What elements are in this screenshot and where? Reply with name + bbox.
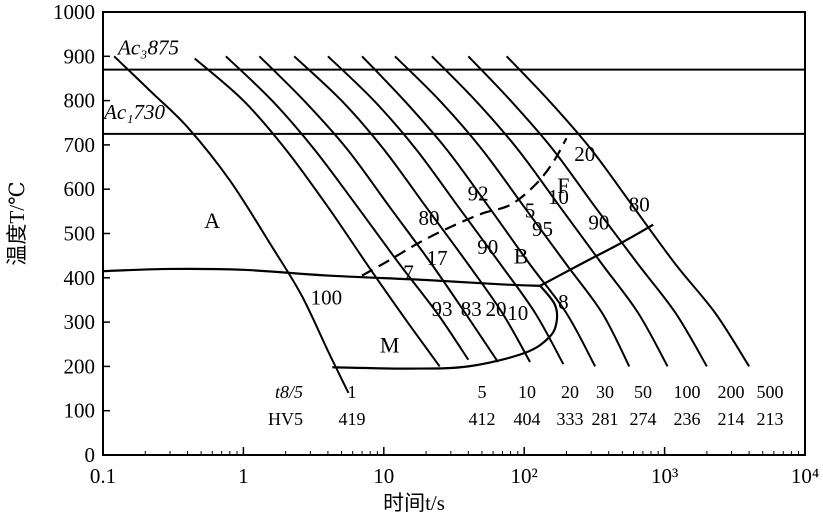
cooling-curve: [467, 55, 708, 367]
cooling-curve: [113, 55, 350, 394]
hv-value: 213: [757, 409, 784, 429]
t85-value: 50: [634, 382, 652, 402]
x-axis-label: 时间t/s: [383, 491, 445, 515]
t85-value: 30: [596, 382, 614, 402]
cooling-curve: [394, 55, 631, 367]
cooling-curve: [293, 55, 531, 363]
y-tick-label: 0: [85, 443, 96, 467]
hv-value: 274: [630, 409, 657, 429]
hv-value: 419: [339, 409, 366, 429]
hv-value: 214: [718, 409, 745, 429]
fraction-annotation: 80: [419, 206, 440, 230]
fraction-annotation: 10: [507, 301, 528, 325]
t85-value: 200: [718, 382, 745, 402]
fraction-annotation: 17: [427, 246, 448, 270]
y-tick-label: 800: [64, 89, 96, 113]
y-tick-label: 400: [64, 266, 96, 290]
fraction-annotation: 90: [477, 235, 498, 259]
x-tick-label: 1: [238, 464, 249, 488]
hv-value: 236: [674, 409, 701, 429]
reference-line-label: Ac₁730: [102, 100, 165, 124]
x-tick-label: 0.1: [90, 464, 116, 488]
region-label: F: [557, 173, 569, 198]
region-label: M: [380, 332, 400, 357]
y-tick-label: 1000: [53, 0, 95, 24]
y-tick-label: 600: [64, 177, 96, 201]
fraction-annotation: 8: [558, 290, 569, 314]
hv-value: 281: [592, 409, 619, 429]
x-tick-label: 10⁴: [791, 464, 819, 488]
cooling-curve: [431, 55, 669, 367]
t85-value: 5: [478, 382, 487, 402]
transformation-curve: [332, 285, 559, 370]
t85-value: 500: [757, 382, 784, 402]
region-label: B: [514, 244, 529, 269]
transformation-curve: [539, 223, 654, 287]
hv-value: 333: [557, 409, 584, 429]
t85-value: 20: [561, 382, 579, 402]
y-tick-label: 200: [64, 354, 96, 378]
t85-value: 100: [674, 382, 701, 402]
hv-value: 404: [514, 409, 541, 429]
transformation-curve: [361, 137, 568, 277]
fraction-annotation: 83: [461, 297, 482, 321]
y-tick-label: 300: [64, 310, 96, 334]
y-tick-label: 900: [64, 44, 96, 68]
cooling-curve: [361, 55, 597, 367]
fraction-annotation: 100: [311, 286, 343, 310]
transformation-curve: [102, 267, 541, 287]
y-tick-label: 100: [64, 399, 96, 423]
cooling-curve: [505, 55, 750, 367]
fraction-annotation: 7: [403, 260, 414, 284]
t85-value: 1: [348, 382, 357, 402]
reference-line-label: Ac₃875: [116, 36, 179, 60]
fraction-annotation: 93: [432, 297, 453, 321]
fraction-annotation: 10: [548, 185, 569, 209]
y-tick-label: 500: [64, 222, 96, 246]
x-tick-label: 10³: [651, 464, 678, 488]
fraction-annotation: 90: [588, 210, 609, 234]
fraction-annotation: 80: [629, 193, 650, 217]
fraction-annotation: 20: [486, 297, 507, 321]
fraction-annotation: 95: [532, 217, 553, 241]
y-tick-label: 700: [64, 133, 96, 157]
fraction-annotation: 92: [468, 182, 489, 206]
fraction-annotation: 20: [574, 142, 595, 166]
x-tick-label: 10: [373, 464, 394, 488]
region-label: A: [204, 208, 220, 233]
cooling-curve: [327, 55, 565, 365]
t85-row-label: t8/5: [275, 382, 303, 402]
cooling-curve: [194, 57, 441, 367]
cooling-curve: [258, 55, 499, 363]
y-axis-label: 温度T/℃: [5, 181, 29, 265]
hv-row-label: HV5: [268, 409, 303, 429]
hv-value: 412: [469, 409, 496, 429]
x-tick-label: 10²: [511, 464, 538, 488]
t85-value: 10: [518, 382, 536, 402]
cooling-curve: [225, 55, 470, 361]
fraction-annotation: 5: [525, 198, 536, 222]
